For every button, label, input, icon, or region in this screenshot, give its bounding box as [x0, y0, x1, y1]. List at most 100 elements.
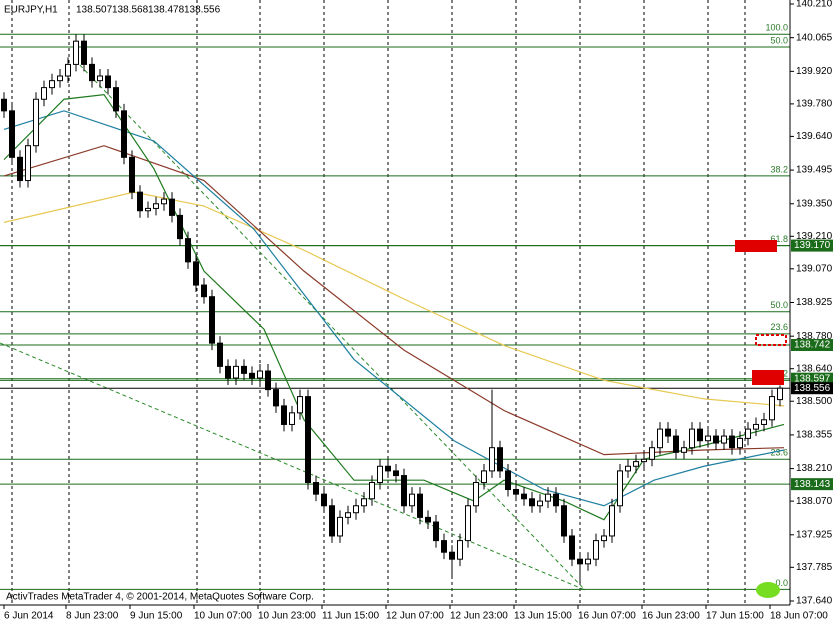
candle-body [281, 405, 287, 425]
candle-body [713, 435, 719, 444]
price-box [791, 339, 833, 352]
candle-body [81, 40, 87, 65]
candle-body [441, 540, 447, 553]
x-tick-label: 16 Jun 07:00 [578, 611, 636, 622]
candle-body [729, 435, 735, 449]
header-open: 138.507 [76, 5, 113, 16]
candle-body [513, 488, 519, 495]
candle-body [561, 505, 567, 537]
candle-body [489, 447, 495, 472]
y-tick-label: 139.350 [796, 198, 833, 209]
candle-body [465, 505, 471, 542]
x-tick-label: 17 Jun 15:00 [706, 611, 764, 622]
candle-body [393, 470, 399, 477]
marker-box [735, 240, 777, 252]
x-tick-label: 11 Jun 15:00 [322, 611, 380, 622]
candle-body [401, 475, 407, 507]
candle-body [153, 203, 159, 209]
candle-body [225, 365, 231, 379]
candle-body [529, 498, 535, 507]
candle-body [137, 191, 143, 212]
fib-label: 50.0 [770, 35, 788, 45]
x-tick-label: 9 Jun 15:00 [130, 611, 183, 622]
candle-body [121, 110, 127, 158]
fib-label: 23.6 [770, 448, 788, 458]
symbol-label: EURJPY,H1 [4, 5, 58, 16]
x-tick-label: 8 Jun 23:00 [66, 611, 119, 622]
x-tick-label: 12 Jun 07:00 [386, 611, 444, 622]
candle-body [601, 535, 607, 542]
candle-body [41, 87, 47, 100]
x-tick-label: 18 Jun 07:00 [770, 611, 828, 622]
y-tick-label: 138.925 [796, 297, 833, 308]
price-box [791, 478, 833, 491]
candle-body [177, 214, 183, 240]
candle-body [105, 75, 111, 89]
candle-body [609, 505, 615, 537]
header-low: 138.478 [148, 5, 185, 16]
candle-body [241, 365, 247, 374]
marker-blob [756, 582, 780, 598]
candle-body [745, 428, 751, 439]
candle-body [305, 396, 311, 484]
candle-body [249, 372, 255, 379]
y-tick-label: 138.210 [796, 463, 833, 474]
candle-body [641, 458, 647, 463]
y-tick-label: 139.920 [796, 66, 833, 77]
candle-body [369, 482, 375, 500]
candle-body [57, 75, 63, 82]
marker-box [755, 334, 787, 346]
candle-body [33, 98, 39, 147]
candle-body [25, 145, 31, 182]
y-tick-label: 137.925 [796, 529, 833, 540]
price-box [791, 239, 833, 252]
candle-body [505, 470, 511, 490]
candle-body [425, 516, 431, 523]
candle-body [473, 482, 479, 507]
y-tick-label: 138.355 [796, 430, 833, 441]
candle-body [169, 198, 175, 216]
candle-body [129, 156, 135, 193]
y-tick-label: 139.070 [796, 263, 833, 274]
candle-body [145, 207, 151, 212]
candle-body [457, 540, 463, 560]
fib-label: 50.0 [770, 300, 788, 310]
candle-body [753, 423, 759, 430]
fib-label: 61.8 [770, 234, 788, 244]
y-tick-label: 138.640 [796, 363, 833, 374]
y-tick-label: 139.210 [796, 231, 833, 242]
candle-body [273, 389, 279, 407]
candle-body [297, 396, 303, 414]
candle-body [697, 428, 703, 442]
candle-body [433, 521, 439, 542]
header-high: 138.568 [112, 5, 149, 16]
candle-body [97, 75, 103, 82]
y-tick-label: 139.495 [796, 165, 833, 176]
candle-body [337, 516, 343, 537]
candle-body [569, 535, 575, 560]
footer: ActivTrades MetaTrader 4, © 2001-2014, M… [6, 592, 314, 603]
candle-body [737, 437, 743, 449]
marker-box [752, 370, 784, 385]
y-tick-label: 138.070 [796, 496, 833, 507]
x-tick-label: 16 Jun 23:00 [642, 611, 700, 622]
moving-average [3, 191, 785, 407]
candle-body [673, 435, 679, 453]
candle-body [353, 505, 359, 514]
candle-body [761, 419, 767, 425]
candle-body [481, 470, 487, 484]
candle-body [265, 370, 271, 391]
price-label: 139.170 [794, 240, 831, 251]
y-tick-label: 138.500 [796, 396, 833, 407]
candle-body [417, 493, 423, 518]
trendlines [0, 59, 586, 591]
candle-body [769, 396, 775, 421]
candle-body [161, 198, 167, 205]
price-label: 138.742 [794, 340, 831, 351]
candle-body [345, 512, 351, 518]
fib-label: 38.2 [770, 164, 788, 174]
candle-body [193, 261, 199, 286]
candle-body [521, 493, 527, 500]
candle-body [577, 558, 583, 565]
